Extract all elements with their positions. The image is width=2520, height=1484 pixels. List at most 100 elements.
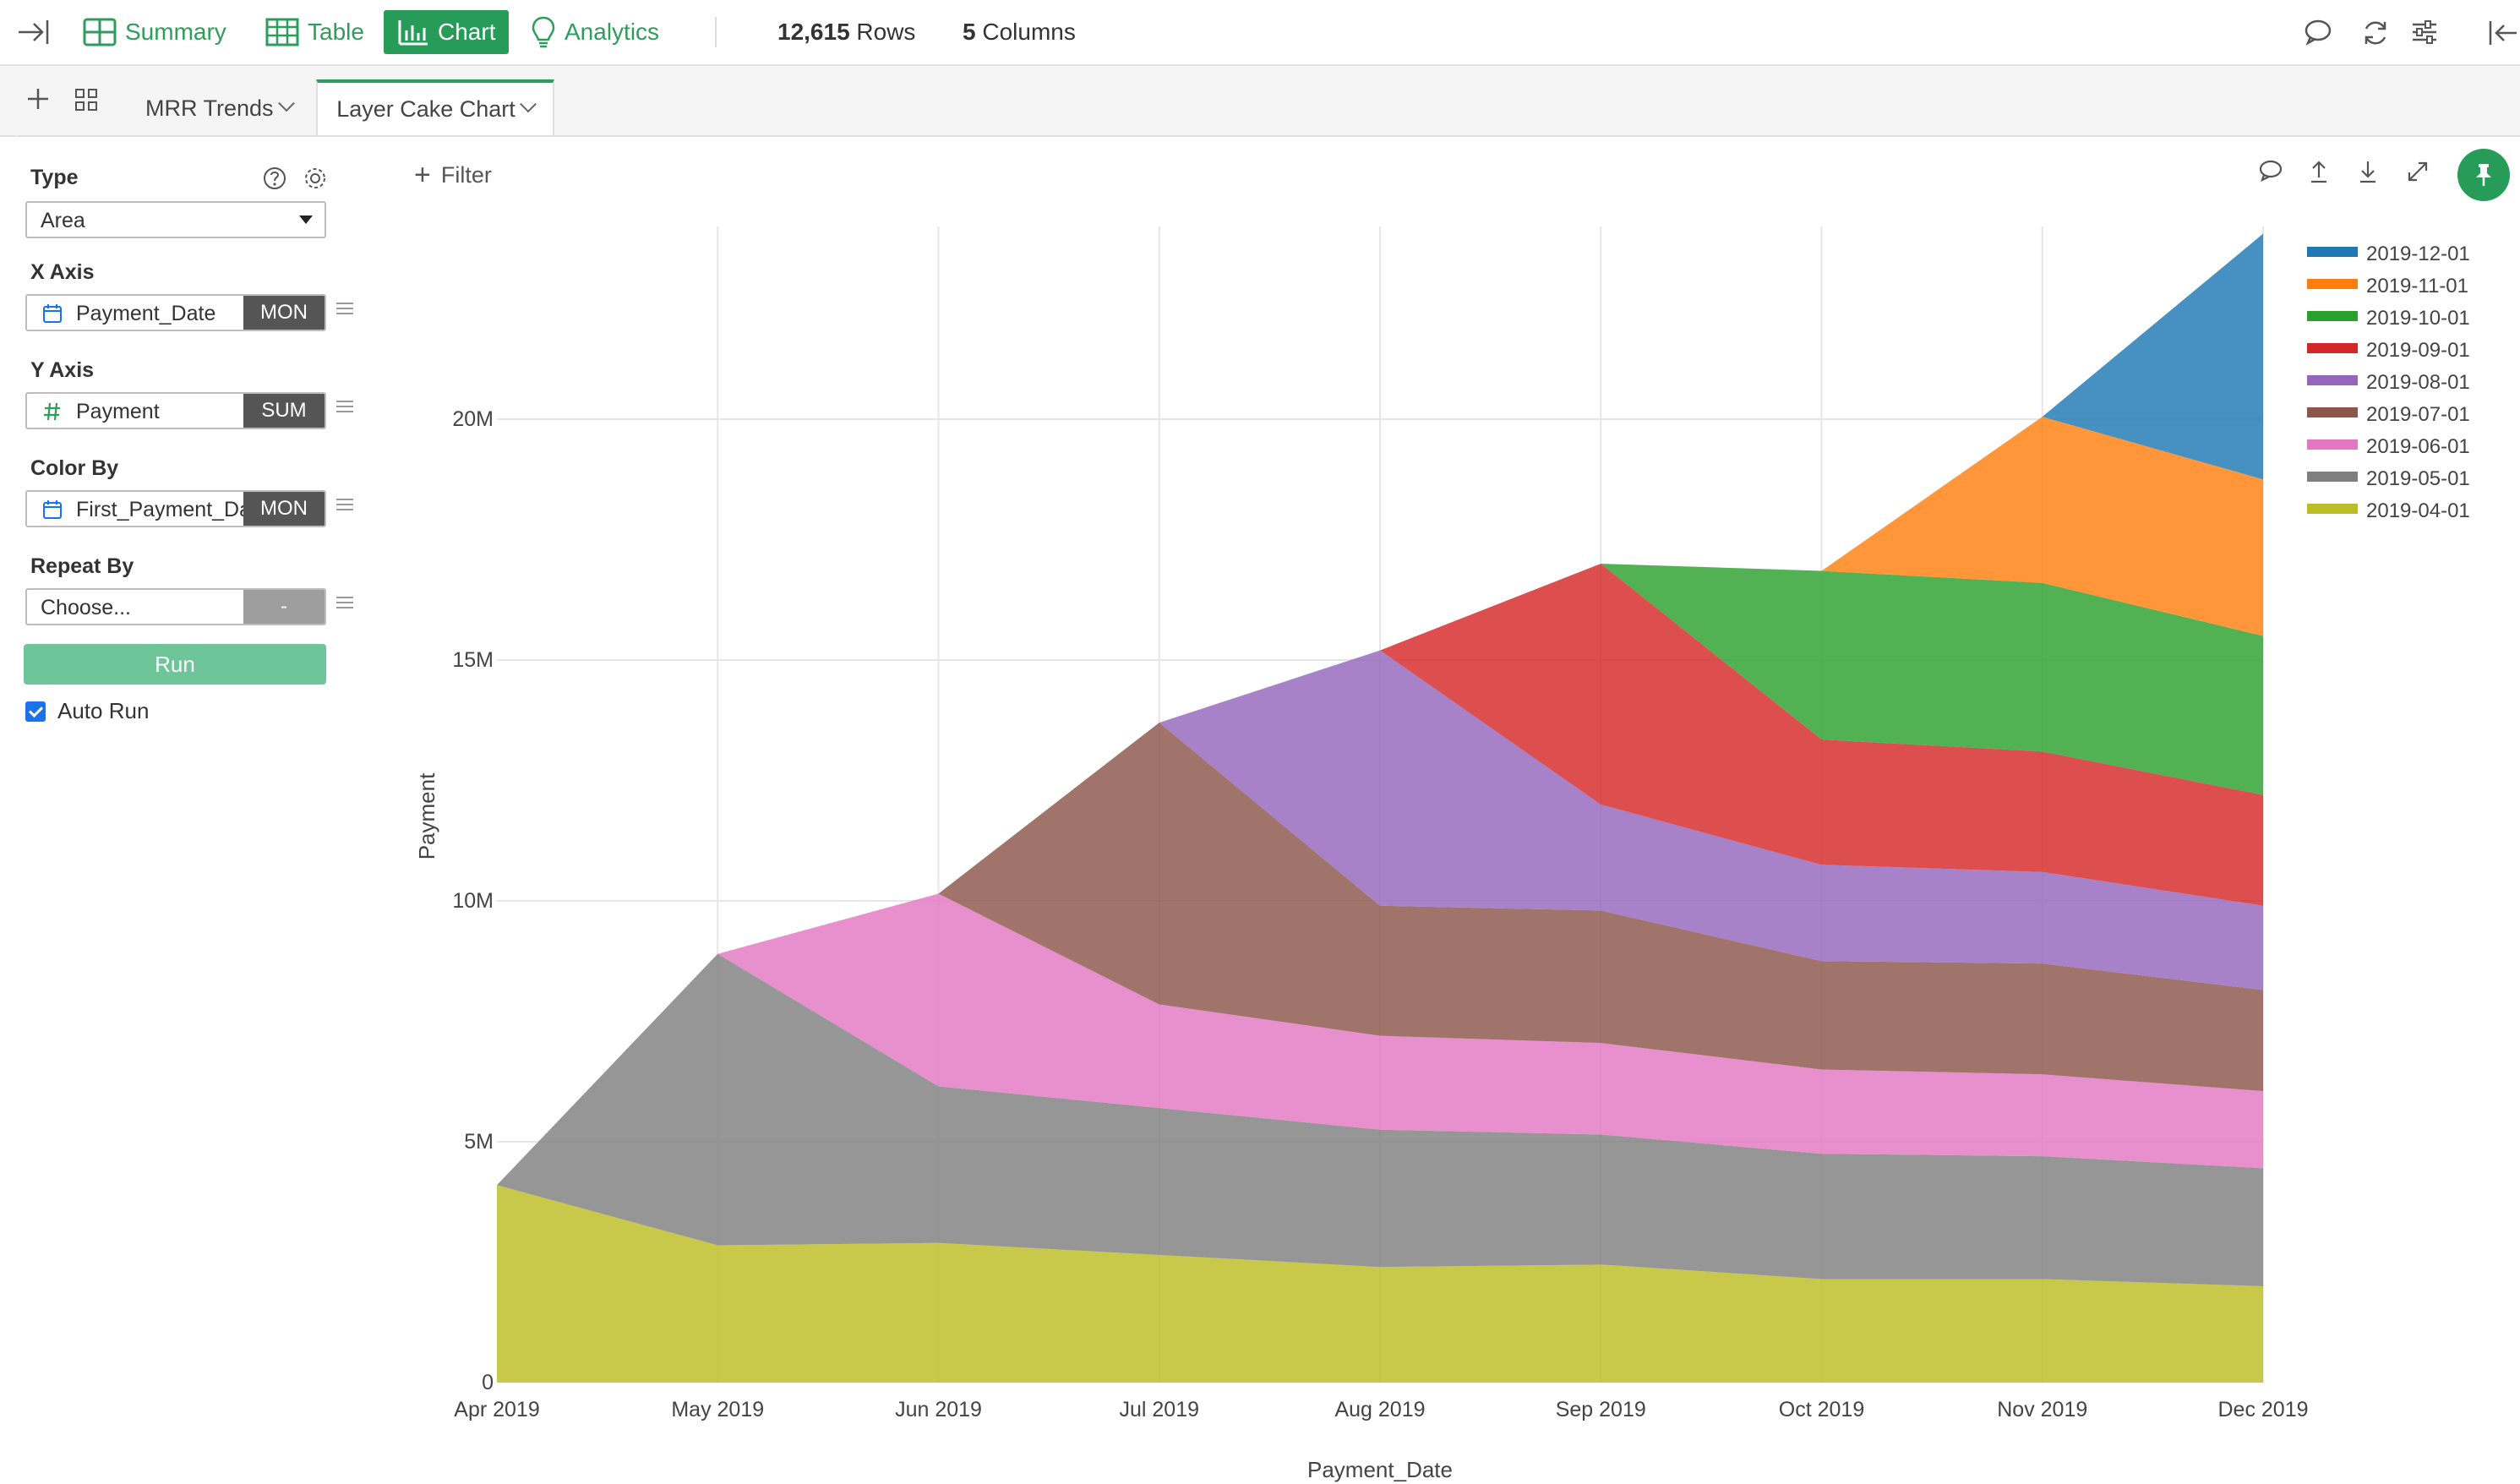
legend-swatch bbox=[2307, 343, 2358, 353]
legend-item-label: 2019-09-01 bbox=[2366, 339, 2470, 362]
x-tick-label: Sep 2019 bbox=[1556, 1398, 1646, 1421]
area-series-2019-09-01 bbox=[1380, 564, 2263, 906]
plus-icon: + bbox=[414, 159, 431, 191]
chart-config-panel: Type Area X Axis Payment_Date MON Y Axis… bbox=[0, 137, 355, 1484]
y-axis-field[interactable]: Payment SUM bbox=[25, 392, 326, 429]
repeat-by-label: Repeat By bbox=[30, 554, 134, 578]
checkbox-checked-icon[interactable] bbox=[25, 701, 46, 722]
tab-strip: MRR Trends Layer Cake Chart bbox=[0, 66, 2520, 137]
table-icon bbox=[265, 18, 299, 46]
legend-swatch bbox=[2307, 407, 2358, 417]
legend-swatch bbox=[2307, 472, 2358, 482]
collapse-right-icon[interactable] bbox=[2488, 19, 2518, 52]
legend-item-label: 2019-06-01 bbox=[2366, 435, 2470, 458]
area-series-2019-12-01 bbox=[2042, 233, 2263, 480]
add-tab-icon[interactable] bbox=[25, 86, 51, 116]
legend-item-label: 2019-10-01 bbox=[2366, 307, 2470, 330]
grid-icon bbox=[83, 18, 117, 46]
nav-summary-button[interactable]: Summary bbox=[83, 10, 226, 54]
y-axis-label: Y Axis bbox=[30, 358, 95, 382]
x-tick-label: Jul 2019 bbox=[1119, 1398, 1199, 1421]
comment-icon[interactable] bbox=[2304, 19, 2332, 50]
calendar-icon bbox=[42, 499, 63, 524]
filter-button[interactable]: + Filter bbox=[414, 159, 492, 192]
repeat-by-field[interactable]: Choose... - bbox=[25, 588, 326, 625]
nav-chart-label: Chart bbox=[438, 19, 496, 45]
area-series-2019-08-01 bbox=[1159, 650, 2263, 990]
y-tick-label: 15M bbox=[452, 648, 494, 672]
legend-item-label: 2019-12-01 bbox=[2366, 243, 2470, 265]
y-tick-label: 10M bbox=[452, 889, 494, 913]
legend-swatch bbox=[2307, 279, 2358, 289]
legend-item-label: 2019-08-01 bbox=[2366, 371, 2470, 394]
x-axis-menu-icon[interactable] bbox=[336, 299, 353, 318]
y-axis-menu-icon[interactable] bbox=[336, 397, 353, 416]
x-axis-field[interactable]: Payment_Date MON bbox=[25, 294, 326, 331]
x-axis-column: Payment_Date bbox=[76, 302, 216, 325]
area-series-2019-10-01 bbox=[1601, 564, 2263, 795]
nav-analytics-button[interactable]: Analytics bbox=[531, 10, 659, 54]
repeat-by-aggregation[interactable]: - bbox=[243, 590, 325, 624]
pin-button[interactable] bbox=[2457, 149, 2510, 201]
legend-item-label: 2019-07-01 bbox=[2366, 403, 2470, 426]
chart-type-value: Area bbox=[41, 209, 85, 232]
type-label: Type bbox=[30, 166, 79, 189]
run-button[interactable]: Run bbox=[24, 644, 326, 685]
x-tick-label: Dec 2019 bbox=[2217, 1398, 2308, 1421]
x-axis-title: Payment_Date bbox=[1307, 1457, 1453, 1482]
tab-mrr-trends[interactable]: MRR Trends bbox=[145, 81, 295, 135]
expand-icon[interactable] bbox=[2405, 159, 2430, 188]
area-series-2019-05-01 bbox=[497, 953, 2263, 1286]
x-axis-aggregation[interactable]: MON bbox=[243, 296, 325, 330]
columns-label: Columns bbox=[982, 19, 1076, 45]
rows-label: Rows bbox=[856, 19, 916, 45]
settings-sliders-icon[interactable] bbox=[2410, 19, 2439, 50]
y-axis-aggregation[interactable]: SUM bbox=[243, 394, 325, 428]
color-by-aggregation[interactable]: MON bbox=[243, 492, 325, 526]
bar-chart-icon bbox=[397, 19, 429, 46]
tab-label: MRR Trends bbox=[145, 95, 274, 121]
repeat-by-menu-icon[interactable] bbox=[336, 593, 353, 612]
columns-count: 5 bbox=[963, 19, 976, 45]
legend-item-label: 2019-11-01 bbox=[2366, 275, 2468, 297]
tab-label: Layer Cake Chart bbox=[336, 95, 515, 122]
calendar-icon bbox=[42, 303, 63, 328]
collapse-panel-icon[interactable] bbox=[17, 17, 51, 52]
nav-table-button[interactable]: Table bbox=[265, 10, 364, 54]
color-by-menu-icon[interactable] bbox=[336, 495, 353, 514]
gear-icon[interactable] bbox=[303, 166, 328, 195]
x-axis-label: X Axis bbox=[30, 260, 95, 284]
help-icon[interactable] bbox=[262, 166, 287, 195]
area-series-2019-07-01 bbox=[938, 723, 2263, 1092]
x-tick-label: May 2019 bbox=[671, 1398, 764, 1421]
filter-label: Filter bbox=[440, 162, 492, 188]
auto-run-checkbox[interactable]: Auto Run bbox=[25, 698, 149, 724]
upload-icon[interactable] bbox=[2307, 159, 2331, 188]
chart-type-select[interactable]: Area bbox=[25, 201, 326, 238]
legend-swatch bbox=[2307, 311, 2358, 321]
tab-layer-cake-chart[interactable]: Layer Cake Chart bbox=[316, 79, 554, 135]
color-by-column: First_Payment_Date bbox=[76, 498, 245, 521]
number-hash-icon bbox=[42, 401, 63, 426]
nav-table-label: Table bbox=[308, 19, 364, 45]
chart-comment-icon[interactable] bbox=[2258, 159, 2283, 187]
nav-analytics-label: Analytics bbox=[565, 19, 660, 45]
refresh-icon[interactable] bbox=[2361, 19, 2390, 52]
y-axis-title: Payment bbox=[414, 772, 439, 859]
pin-icon bbox=[2474, 162, 2494, 192]
area-series-2019-11-01 bbox=[1821, 417, 2263, 636]
legend-item-label: 2019-04-01 bbox=[2366, 499, 2470, 522]
x-tick-label: Jun 2019 bbox=[895, 1398, 982, 1421]
color-by-field[interactable]: First_Payment_Date MON bbox=[25, 490, 326, 527]
rows-count: 12,615 bbox=[777, 19, 850, 45]
download-icon[interactable] bbox=[2356, 159, 2380, 188]
tab-grid-icon[interactable] bbox=[74, 88, 98, 116]
area-series-2019-04-01 bbox=[497, 1185, 2263, 1383]
x-tick-label: Aug 2019 bbox=[1334, 1398, 1425, 1421]
auto-run-label: Auto Run bbox=[57, 698, 150, 723]
nav-chart-button[interactable]: Chart bbox=[384, 10, 510, 54]
x-tick-label: Apr 2019 bbox=[454, 1398, 539, 1421]
y-tick-label: 20M bbox=[452, 407, 494, 431]
color-by-label: Color By bbox=[30, 456, 119, 480]
